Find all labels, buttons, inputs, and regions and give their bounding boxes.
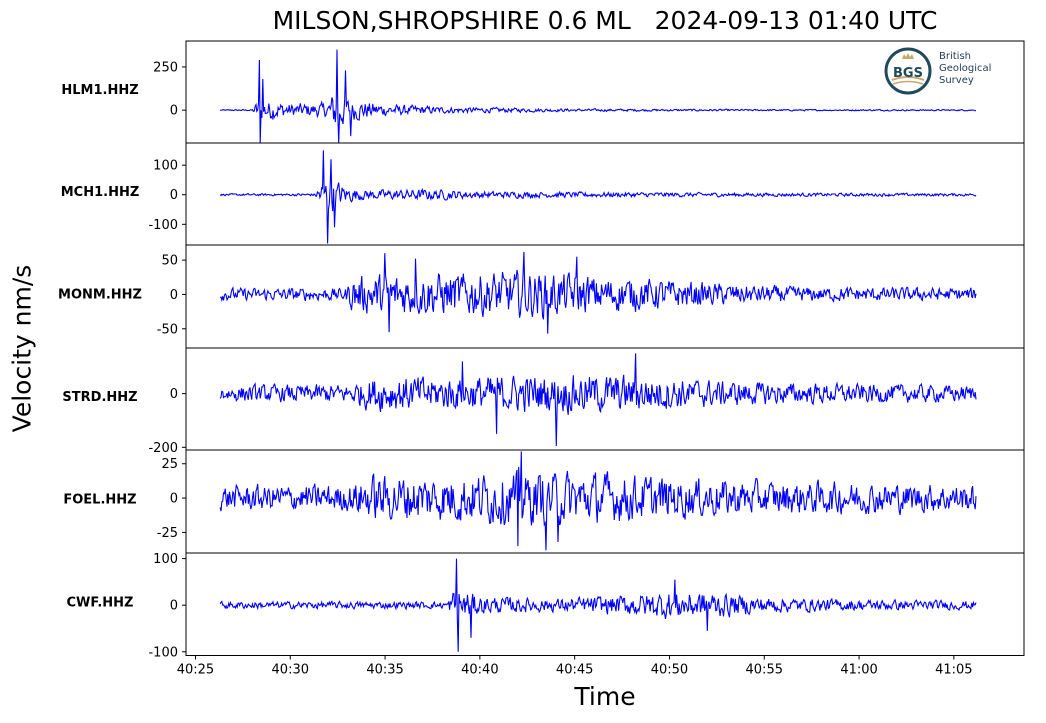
bgs-logo: BGS British Geological Survey	[884, 46, 1024, 98]
y-tick-label: 100	[153, 552, 178, 567]
logo-line-3: Survey	[939, 75, 974, 86]
x-axis-label: Time	[574, 682, 636, 711]
y-tick-label: 50	[161, 254, 178, 269]
y-tick-label: 0	[170, 599, 178, 614]
bgs-emblem-icon: BGS	[884, 47, 932, 95]
trace-monm-hhz	[219, 251, 977, 334]
x-tick-label: 40:50	[651, 663, 688, 678]
y-tick-label: 0	[170, 288, 178, 303]
logo-text: British Geological Survey	[939, 51, 991, 87]
y-tick-label: -100	[148, 645, 178, 660]
station-label: STRD.HHZ	[62, 390, 137, 405]
logo-abbrev: BGS	[893, 66, 923, 81]
y-tick-label: 0	[170, 492, 178, 507]
station-label: MONM.HHZ	[58, 288, 142, 303]
y-tick-label: 0	[170, 387, 178, 402]
y-tick-label: -200	[148, 441, 178, 456]
y-tick-label: 25	[161, 457, 178, 472]
x-tick-label: 40:30	[272, 663, 309, 678]
x-tick-label: 40:55	[746, 663, 783, 678]
y-tick-label: -25	[157, 526, 178, 541]
y-tick-label: -100	[148, 218, 178, 233]
x-tick-label: 40:25	[177, 663, 214, 678]
logo-line-1: British	[939, 51, 971, 62]
y-tick-label: 0	[170, 104, 178, 119]
station-label: HLM1.HHZ	[61, 83, 138, 98]
y-tick-label: 100	[153, 159, 178, 174]
x-tick-label: 41:05	[935, 663, 972, 678]
trace-cwf-hhz	[219, 558, 977, 652]
logo-line-2: Geological	[939, 63, 992, 74]
trace-strd-hhz	[219, 353, 977, 447]
station-label: FOEL.HHZ	[63, 493, 136, 508]
trace-foel-hhz	[219, 451, 977, 551]
station-label: CWF.HHZ	[67, 595, 134, 610]
y-tick-label: 250	[153, 60, 178, 75]
trace-mch1-hhz	[219, 150, 977, 244]
x-tick-label: 40:45	[556, 663, 593, 678]
station-label: MCH1.HHZ	[61, 185, 140, 200]
x-tick-label: 41:00	[840, 663, 877, 678]
x-tick-label: 40:40	[461, 663, 498, 678]
trace-hlm1-hhz	[219, 49, 977, 144]
chart-title: MILSON,SHROPSHIRE 0.6 ML 2024-09-13 01:4…	[272, 6, 938, 35]
y-tick-label: 0	[170, 188, 178, 203]
x-tick-label: 40:35	[366, 663, 403, 678]
y-tick-label: -50	[157, 322, 178, 337]
panel-frame	[185, 552, 1025, 656]
